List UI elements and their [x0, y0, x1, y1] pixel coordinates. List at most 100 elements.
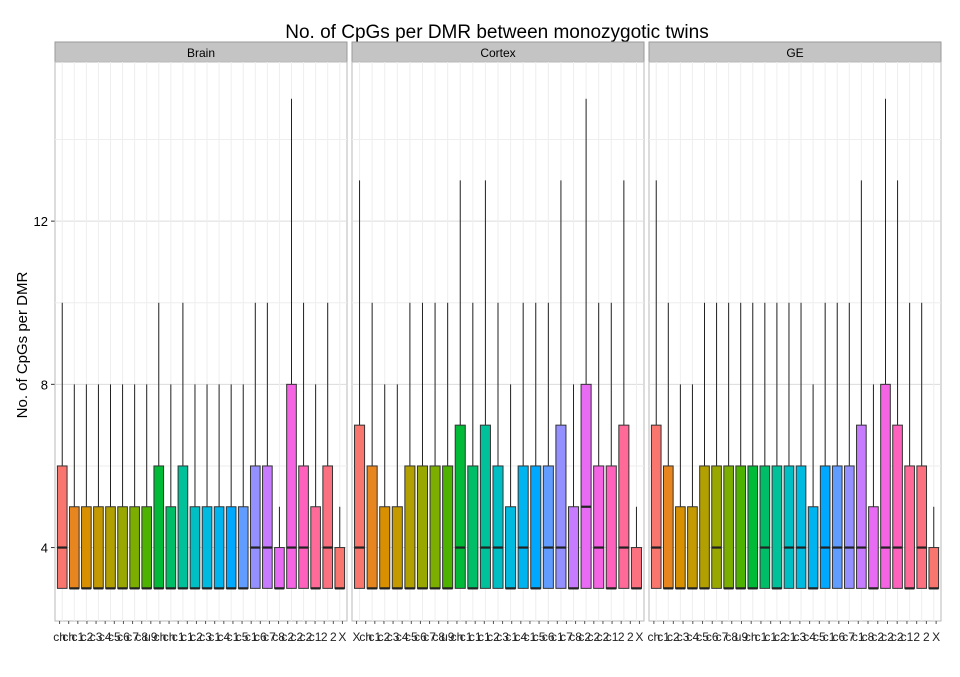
x-tick-label: c1: [368, 630, 381, 644]
box-brain-16: [249, 302, 261, 589]
facet-panels: 4812Brainchchc1c2c3c4c5c6c7c8u9chchc1c1c…: [34, 41, 942, 644]
box-ge-18: [868, 384, 879, 590]
box-body: [322, 465, 334, 589]
box-cortex-13: [517, 302, 529, 589]
box-body: [442, 465, 454, 589]
x-tick-label: 2: [321, 630, 328, 644]
box-body: [213, 506, 225, 589]
box-body: [165, 506, 177, 589]
box-body: [807, 506, 819, 589]
box-brain-18: [274, 506, 285, 590]
x-tick-label: c7: [560, 630, 573, 644]
box-body: [262, 465, 273, 589]
x-tick-label: c5: [813, 630, 826, 644]
box-cortex-2: [379, 384, 391, 590]
x-tick-label: c4: [396, 630, 409, 644]
box-cortex-12: [505, 384, 517, 590]
box-brain-2: [81, 384, 92, 590]
box-body: [249, 465, 261, 589]
x-tick-label: c5: [108, 630, 121, 644]
box-body: [479, 424, 491, 589]
box-cortex-6: [429, 302, 441, 590]
box-body: [201, 506, 213, 589]
box-cortex-21: [618, 180, 630, 589]
box-cortex-20: [605, 302, 617, 590]
box-cortex-14: [530, 302, 542, 590]
x-tick-label: c2: [871, 630, 884, 644]
box-body: [454, 424, 466, 589]
x-tick-label: c3: [199, 630, 212, 644]
x-tick-label: c1: [172, 630, 185, 644]
x-tick-label: c4: [99, 630, 112, 644]
x-tick-label: c6: [832, 630, 845, 644]
box-body: [416, 465, 429, 589]
box-ge-5: [711, 302, 722, 589]
box-body: [916, 465, 928, 589]
box-brain-7: [141, 384, 153, 590]
x-tick-label: 2: [627, 630, 634, 644]
box-cortex-5: [416, 302, 429, 590]
box-body: [68, 506, 80, 589]
x-tick-label: c5: [696, 630, 709, 644]
x-tick-label: c6: [542, 630, 555, 644]
box-brain-23: [334, 506, 346, 590]
box-ge-11: [783, 302, 795, 589]
x-tick-label: c1: [181, 630, 194, 644]
box-body: [334, 547, 346, 589]
x-tick-label: c5: [405, 630, 418, 644]
box-body: [723, 465, 734, 589]
box-ge-23: [928, 506, 940, 590]
box-body: [81, 506, 92, 589]
box-body: [492, 465, 504, 589]
box-brain-17: [262, 302, 273, 589]
x-tick-label: c2: [290, 630, 303, 644]
box-brain-1: [68, 384, 80, 590]
box-ge-3: [687, 384, 698, 590]
x-tick-label: c2: [378, 630, 391, 644]
x-tick-label: c1: [784, 630, 797, 644]
x-tick-label: c7: [716, 630, 729, 644]
box-brain-20: [298, 302, 309, 589]
box-brain-14: [225, 384, 237, 590]
box-body: [567, 506, 580, 589]
box-body: [868, 506, 879, 589]
x-tick-label: c8: [135, 630, 148, 644]
box-body: [735, 465, 747, 589]
box-body: [354, 424, 366, 589]
box-cortex-3: [391, 384, 403, 590]
x-tick-label: c6: [117, 630, 130, 644]
box-brain-21: [310, 384, 321, 590]
box-brain-5: [117, 384, 128, 590]
y-tick-label-8: 8: [41, 377, 48, 392]
box-body: [366, 465, 378, 589]
x-tick-label: c2: [587, 630, 600, 644]
box-cortex-1: [366, 302, 378, 590]
box-body: [593, 465, 605, 589]
box-body: [117, 506, 128, 589]
box-body: [892, 424, 903, 589]
panel-ge: GEchc1c2c3c4c5c6c7c8u9chc1c1c2c1c3c4c5c1…: [648, 41, 942, 644]
x-tick-label: c8: [725, 630, 738, 644]
facet-strip-label: Cortex: [480, 46, 515, 60]
x-tick-label: X: [635, 630, 643, 644]
x-tick-label: c2: [487, 630, 500, 644]
x-tick-label: c4: [217, 630, 230, 644]
x-tick-label: c1: [901, 630, 914, 644]
box-body: [630, 547, 642, 589]
box-brain-19: [286, 98, 297, 589]
x-tick-label: c8: [569, 630, 582, 644]
box-body: [237, 506, 249, 589]
x-tick-label: X: [932, 630, 940, 644]
x-tick-label: c7: [423, 630, 436, 644]
x-tick-label: c1: [478, 630, 491, 644]
x-tick-label: c1: [524, 630, 537, 644]
box-cortex-8: [454, 180, 466, 589]
box-brain-3: [93, 384, 104, 590]
box-cortex-17: [567, 384, 580, 590]
x-tick-label: 2: [913, 630, 920, 644]
x-tick-label: c3: [677, 630, 690, 644]
box-body: [530, 465, 542, 589]
box-body: [56, 465, 68, 589]
x-tick-label: c2: [578, 630, 591, 644]
